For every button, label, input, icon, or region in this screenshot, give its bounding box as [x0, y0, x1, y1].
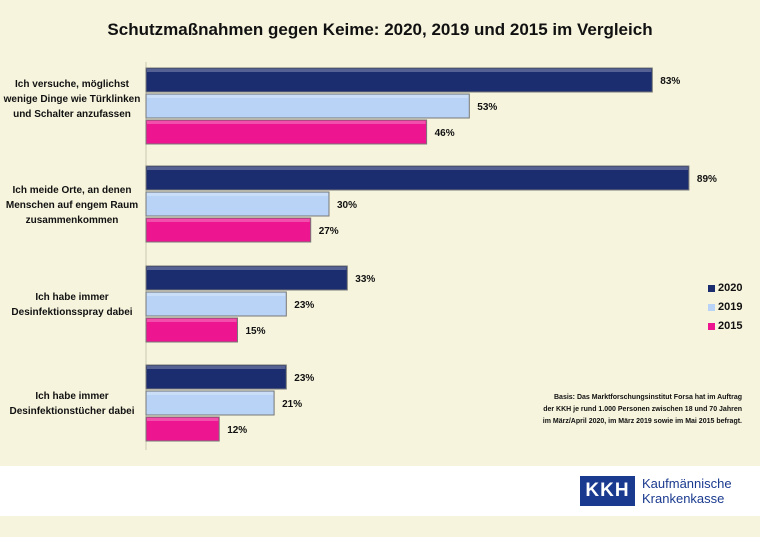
kkh-logo: KKH	[580, 476, 635, 506]
bar-highlight	[147, 319, 237, 322]
bar-highlight	[147, 392, 274, 395]
legend-label: 2020	[718, 282, 743, 294]
chart-title: Schutzmaßnahmen gegen Keime: 2020, 2019 …	[107, 20, 653, 39]
bar-2020	[145, 165, 690, 191]
bar-2019	[145, 291, 287, 317]
bar-highlight	[147, 193, 328, 196]
data-label: 12%	[227, 425, 247, 436]
bar-2015	[145, 416, 220, 442]
bar-2015	[145, 317, 238, 343]
data-label: 46%	[435, 128, 455, 139]
bar-2020	[145, 364, 287, 390]
bar-highlight	[147, 366, 286, 369]
data-label: 23%	[294, 300, 314, 311]
legend-swatch	[708, 284, 715, 292]
data-label: 53%	[477, 102, 497, 113]
bar-highlight	[147, 69, 652, 72]
legend-item-2019: 2019	[708, 301, 742, 313]
legend-swatch	[708, 322, 715, 330]
legend-swatch	[708, 303, 715, 311]
data-label: 30%	[337, 200, 357, 211]
category-label: Ich habe immer Desinfektionstücher dabei	[9, 391, 135, 417]
category-label: Ich meide Orte, an denen Menschen auf en…	[5, 184, 139, 226]
bar-highlight	[147, 267, 347, 270]
data-label: 83%	[660, 76, 680, 87]
category-label: Ich versuche, möglichst wenige Dinge wie…	[3, 79, 141, 120]
bar-2019	[145, 390, 275, 416]
bar-chart: 83% 53% 46% 89% 30% 27% 33% 23% 15% 23% 21% 12%	[145, 62, 717, 450]
logo-line2: Krankenkasse	[642, 491, 725, 506]
bar-2019	[145, 191, 330, 217]
bar-2019	[145, 93, 470, 119]
bar-2015	[145, 119, 428, 145]
data-label: 23%	[294, 373, 314, 384]
bar-2015	[145, 217, 312, 243]
bar-highlight	[147, 167, 688, 170]
bar-highlight	[147, 418, 219, 421]
logo-text: Kaufmännische Krankenkasse	[642, 476, 732, 506]
legend-item-2015: 2015	[708, 320, 742, 332]
category-label: Ich habe immer Desinfektionsspray dabei	[11, 292, 133, 318]
bar-highlight	[147, 95, 469, 98]
data-label: 89%	[697, 174, 717, 185]
legend-label: 2015	[718, 320, 743, 332]
data-label: 27%	[319, 226, 339, 237]
legend-item-2020: 2020	[708, 282, 742, 294]
data-label: 21%	[282, 399, 302, 410]
logo-line1: Kaufmännische	[642, 476, 732, 491]
bar-highlight	[147, 293, 286, 296]
source-note: Basis: Das Marktforschungsinstitut Forsa…	[542, 394, 742, 425]
bar-highlight	[147, 121, 426, 124]
bar-highlight	[147, 219, 310, 222]
bar-2020	[145, 67, 653, 93]
data-label: 33%	[355, 274, 375, 285]
bar-2020	[145, 265, 348, 291]
data-label: 15%	[246, 326, 266, 337]
legend-label: 2019	[718, 301, 743, 313]
